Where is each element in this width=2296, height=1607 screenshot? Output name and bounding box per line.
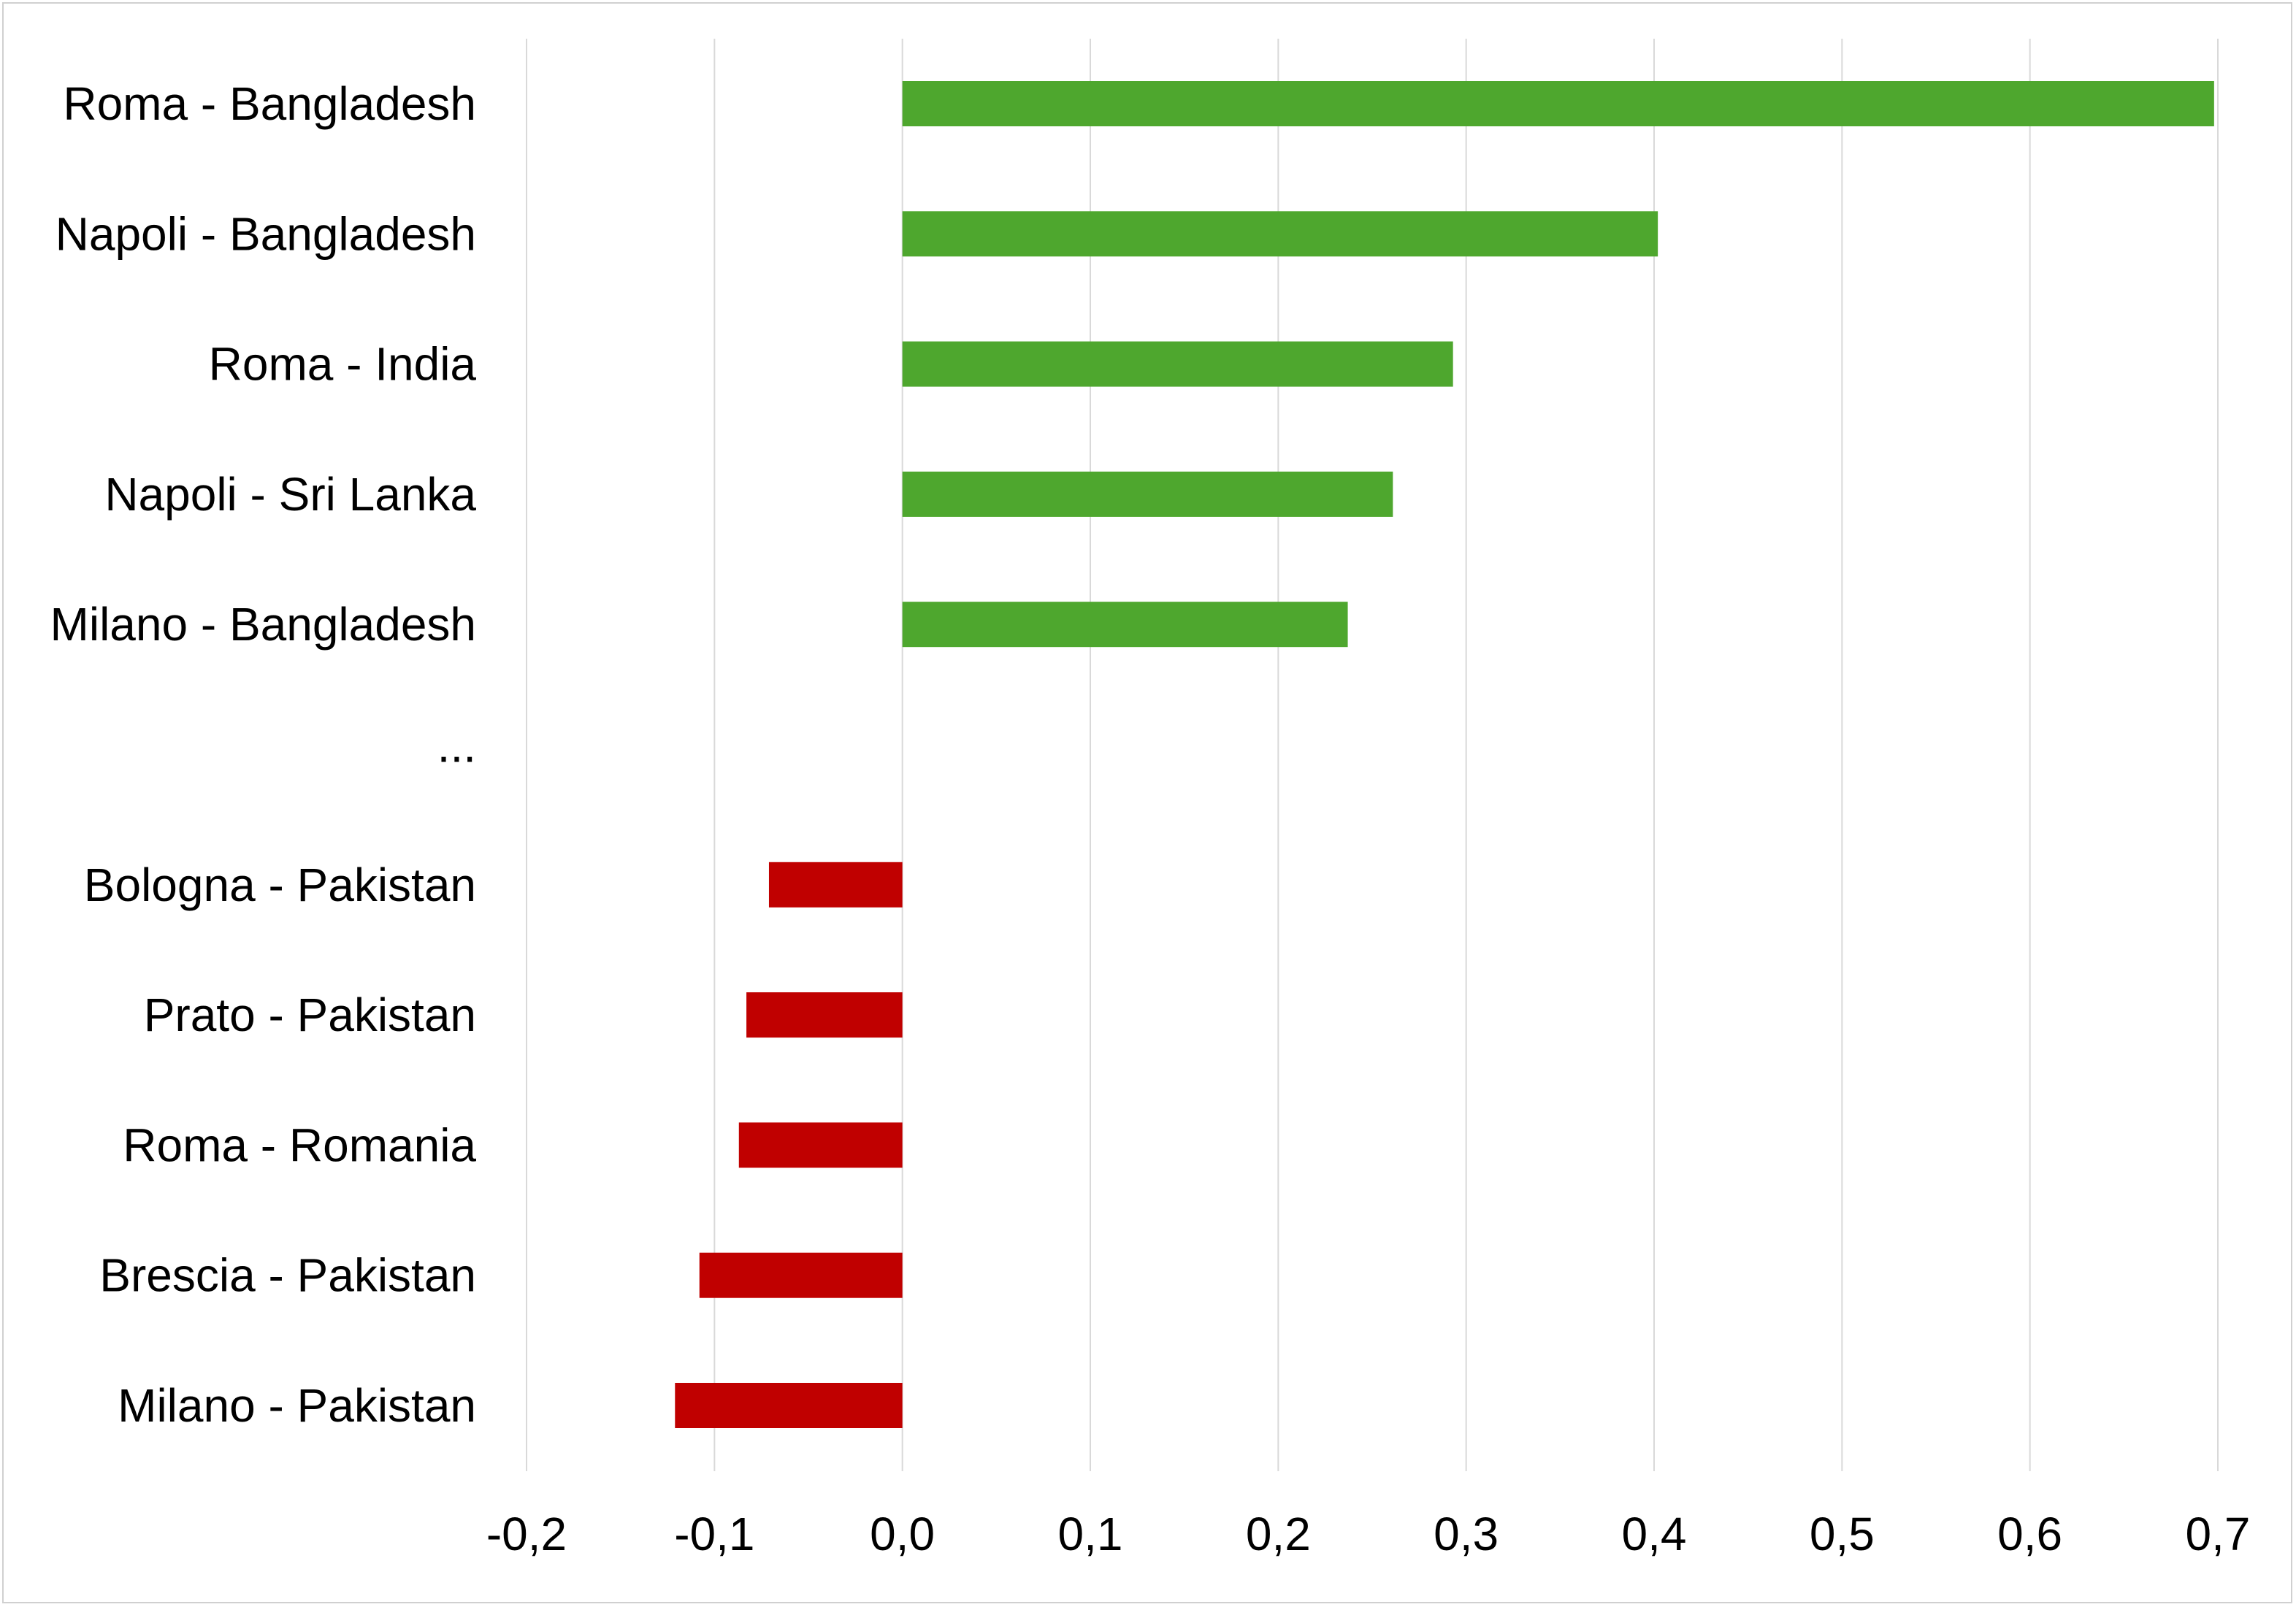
x-tick-label: 0,0 bbox=[870, 1508, 935, 1560]
x-tick-label: 0,2 bbox=[1246, 1508, 1311, 1560]
bar-roma-bangladesh bbox=[902, 81, 2214, 126]
category-label-milano-pakistan: Milano - Pakistan bbox=[118, 1379, 476, 1432]
gridlines bbox=[526, 39, 2219, 1471]
bar-brescia-pakistan bbox=[699, 1252, 903, 1298]
bar-napoli-sri-lanka bbox=[902, 471, 1393, 517]
x-tick-labels: -0,2 -0,1 0,0 0,1 0,2 0,3 0,4 0,5 0,6 0,7 bbox=[486, 1508, 2251, 1560]
x-tick-label: 0,4 bbox=[1622, 1508, 1687, 1560]
bars bbox=[675, 81, 2214, 1428]
category-label-napoli-bangladesh: Napoli - Bangladesh bbox=[56, 207, 476, 260]
bar-prato-pakistan bbox=[746, 992, 903, 1038]
category-label-roma-romania: Roma - Romania bbox=[123, 1119, 476, 1171]
x-tick-label: 0,1 bbox=[1058, 1508, 1123, 1560]
category-labels: Roma - Bangladesh Napoli - Bangladesh Roma… bbox=[50, 77, 477, 1432]
x-tick-label: 0,5 bbox=[1810, 1508, 1875, 1560]
category-label-milano-bangladesh: Milano - Bangladesh bbox=[50, 598, 476, 651]
x-tick-label: -0,1 bbox=[674, 1508, 754, 1560]
bar-roma-romania bbox=[738, 1122, 903, 1168]
category-label-ellipsis: ... bbox=[437, 720, 476, 772]
x-tick-label: 0,6 bbox=[1997, 1508, 2062, 1560]
category-label-prato-pakistan: Prato - Pakistan bbox=[144, 989, 476, 1041]
bar-milano-bangladesh bbox=[902, 602, 1348, 648]
category-label-brescia-pakistan: Brescia - Pakistan bbox=[99, 1249, 476, 1302]
category-label-roma-bangladesh: Roma - Bangladesh bbox=[63, 77, 476, 130]
x-tick-label: -0,2 bbox=[486, 1508, 567, 1560]
bar-roma-india bbox=[902, 341, 1453, 387]
category-label-roma-india: Roma - India bbox=[209, 338, 477, 391]
bar-chart: Roma - Bangladesh Napoli - Bangladesh Roma… bbox=[50, 39, 2251, 1560]
x-tick-label: 0,7 bbox=[2186, 1508, 2251, 1560]
x-tick-label: 0,3 bbox=[1434, 1508, 1499, 1560]
bar-napoli-bangladesh bbox=[902, 211, 1658, 257]
category-label-napoli-sri-lanka: Napoli - Sri Lanka bbox=[104, 468, 476, 521]
bar-bologna-pakistan bbox=[768, 862, 903, 908]
bar-milano-pakistan bbox=[675, 1383, 903, 1428]
category-label-bologna-pakistan: Bologna - Pakistan bbox=[84, 859, 476, 911]
